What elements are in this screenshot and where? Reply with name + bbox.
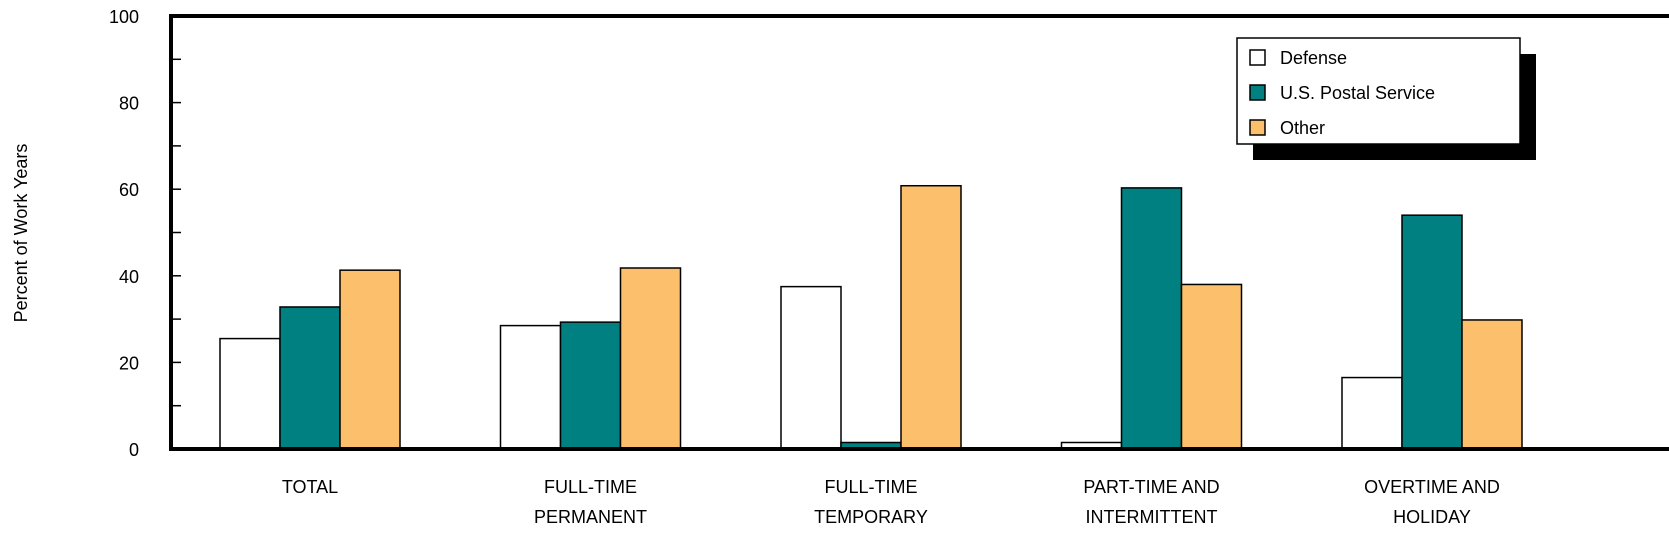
bar-other-3 (900, 184, 962, 450)
x-category-label: TOTAL (282, 477, 338, 497)
x-labels-group: TOTAL FULL-TIME PERMANENT FULL-TIME TEMPORAR… (282, 477, 1500, 527)
legend: Defense U.S. Postal Service Other (1236, 37, 1536, 160)
x-category-label: HOLIDAY (1393, 507, 1471, 527)
legend-swatch (1249, 84, 1266, 101)
x-category-label: PERMANENT (534, 507, 647, 527)
y-tick-label: 100 (109, 7, 139, 27)
bar-other-1 (339, 269, 401, 450)
y-tick-label: 0 (129, 440, 139, 460)
y-tick-label: 20 (119, 353, 139, 373)
x-category-label: PART-TIME AND (1083, 477, 1219, 497)
legend-label: Defense (1280, 48, 1347, 68)
bar-defense-1 (219, 337, 281, 450)
x-category-label: TEMPORARY (814, 507, 928, 527)
bar-u-s-postal-service-5 (1401, 214, 1463, 450)
bar-defense-2 (499, 324, 562, 450)
bar-other-4 (1180, 283, 1243, 450)
x-category-label: FULL-TIME (544, 477, 637, 497)
legend-label: U.S. Postal Service (1280, 83, 1435, 103)
bar-defense-3 (780, 285, 842, 450)
bar-defense-5 (1341, 376, 1403, 450)
bar-other-2 (619, 267, 682, 450)
y-tick-label: 40 (119, 267, 139, 287)
x-category-label: FULL-TIME (824, 477, 917, 497)
legend-box (1236, 37, 1521, 145)
x-category-label: OVERTIME AND (1364, 477, 1500, 497)
legend-swatch (1249, 49, 1266, 66)
y-tick-label: 80 (119, 94, 139, 114)
bar-u-s-postal-service-2 (559, 321, 622, 450)
x-category-label: INTERMITTENT (1086, 507, 1218, 527)
legend-label: Other (1280, 118, 1325, 138)
bar-u-s-postal-service-4 (1120, 187, 1183, 450)
y-axis-title: Percent of Work Years (11, 144, 31, 323)
bar-other-5 (1461, 319, 1523, 450)
y-tick-label: 60 (119, 180, 139, 200)
y-ticks-group: 0 20 40 60 80 100 (109, 7, 181, 460)
bar-u-s-postal-service-1 (279, 306, 341, 450)
legend-swatch (1249, 119, 1266, 136)
bars-group (219, 184, 1523, 450)
axes-group (169, 14, 1669, 451)
